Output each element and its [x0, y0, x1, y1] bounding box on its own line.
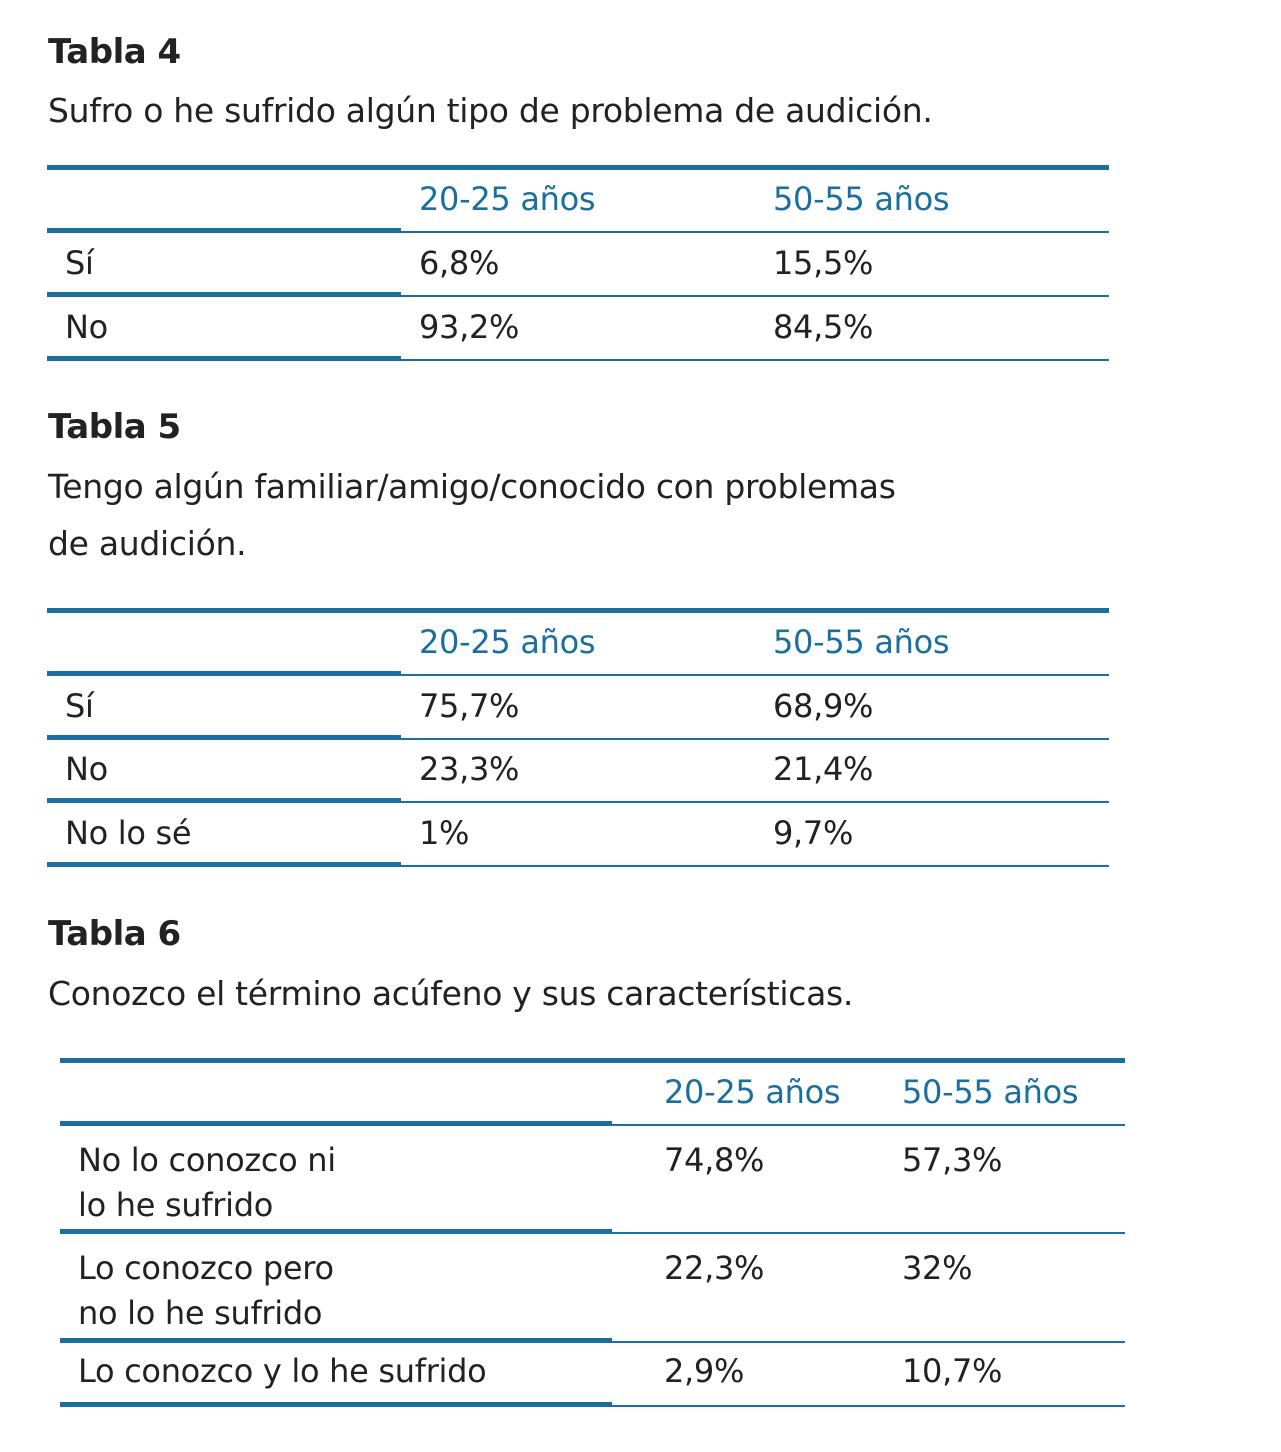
table-4-title: Tabla 4 — [48, 32, 181, 72]
table-row: Sí 6,8% 15,5% — [47, 233, 1109, 297]
table-6: 20-25 años 50-55 años No lo conozco ni l… — [60, 1058, 1125, 1407]
column-header: 50-55 años — [755, 613, 1109, 676]
caption-line: de audición. — [48, 524, 247, 563]
cell-value: 75,7% — [401, 676, 755, 740]
cell-value: 22,3% — [612, 1234, 884, 1343]
row-label: Lo conozco pero no lo he sufrido — [60, 1234, 612, 1343]
row-label: Sí — [47, 676, 401, 740]
column-header: 20-25 años — [401, 613, 755, 676]
row-label: No — [47, 740, 401, 803]
cell-value: 15,5% — [755, 233, 1109, 297]
cell-value: 74,8% — [612, 1126, 884, 1234]
label-line: no lo he sufrido — [78, 1294, 323, 1332]
column-header: 20-25 años — [612, 1063, 884, 1126]
table-4-caption: Sufro o he sufrido algún tipo de problem… — [48, 91, 933, 130]
header-empty — [47, 170, 401, 233]
cell-value: 10,7% — [884, 1343, 1125, 1407]
header-row: 20-25 años 50-55 años — [47, 170, 1109, 233]
label-line: Lo conozco pero — [78, 1249, 334, 1287]
row-label: Sí — [47, 233, 401, 297]
table-row: No 23,3% 21,4% — [47, 740, 1109, 803]
header-empty — [60, 1063, 612, 1126]
table-row: No lo sé 1% 9,7% — [47, 803, 1109, 867]
table-row: Lo conozco y lo he sufrido 2,9% 10,7% — [60, 1343, 1125, 1407]
caption-line: Tengo algún familiar/amigo/conocido con … — [48, 467, 896, 506]
table-row: No lo conozco ni lo he sufrido 74,8% 57,… — [60, 1126, 1125, 1234]
cell-value: 1% — [401, 803, 755, 867]
table-5-title: Tabla 5 — [48, 407, 181, 447]
cell-value: 57,3% — [884, 1126, 1125, 1234]
table-6-title: Tabla 6 — [48, 914, 181, 954]
table-4: 20-25 años 50-55 años Sí 6,8% 15,5% No 9… — [47, 165, 1109, 361]
row-label: Lo conozco y lo he sufrido — [60, 1343, 612, 1407]
table-5-caption: Tengo algún familiar/amigo/conocido con … — [48, 458, 896, 572]
row-label: No — [47, 297, 401, 361]
cell-value: 9,7% — [755, 803, 1109, 867]
table-5: 20-25 años 50-55 años Sí 75,7% 68,9% No … — [47, 608, 1109, 867]
label-line: lo he sufrido — [78, 1186, 274, 1224]
row-label: No lo sé — [47, 803, 401, 867]
header-row: 20-25 años 50-55 años — [47, 613, 1109, 676]
header-empty — [47, 613, 401, 676]
label-line: No lo conozco ni — [78, 1141, 336, 1179]
cell-value: 21,4% — [755, 740, 1109, 803]
cell-value: 32% — [884, 1234, 1125, 1343]
table-6-caption: Conozco el término acúfeno y sus caracte… — [48, 974, 854, 1013]
table-row: Sí 75,7% 68,9% — [47, 676, 1109, 740]
cell-value: 23,3% — [401, 740, 755, 803]
cell-value: 84,5% — [755, 297, 1109, 361]
table-row: No 93,2% 84,5% — [47, 297, 1109, 361]
cell-value: 93,2% — [401, 297, 755, 361]
column-header: 20-25 años — [401, 170, 755, 233]
table-row: Lo conozco pero no lo he sufrido 22,3% 3… — [60, 1234, 1125, 1343]
cell-value: 68,9% — [755, 676, 1109, 740]
column-header: 50-55 años — [884, 1063, 1125, 1126]
cell-value: 6,8% — [401, 233, 755, 297]
row-label: No lo conozco ni lo he sufrido — [60, 1126, 612, 1234]
column-header: 50-55 años — [755, 170, 1109, 233]
cell-value: 2,9% — [612, 1343, 884, 1407]
header-row: 20-25 años 50-55 años — [60, 1063, 1125, 1126]
